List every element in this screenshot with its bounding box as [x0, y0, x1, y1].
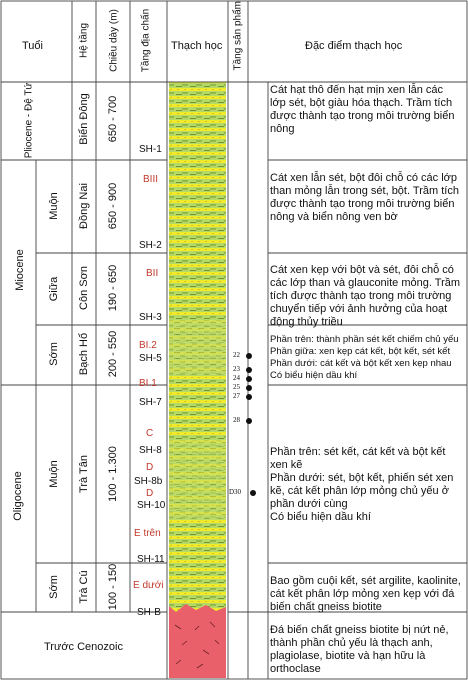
description-tra-cu: Bao gồm cuội kết, sét argilite, kaolinit… — [270, 575, 461, 613]
epoch-pre-cenozoic: Trước Cenozoic — [44, 641, 123, 653]
seismic-bii: BII — [146, 268, 159, 279]
seismic-biii: BIII — [143, 174, 159, 185]
thickness-1: 650 - 700 — [107, 95, 119, 143]
description-tra-tan: Phần trên: sét kết, cát kết và bột kết x… — [270, 446, 466, 524]
seismic-sh8b: SH-8b — [134, 476, 163, 487]
thickness-2: 650 - 900 — [107, 182, 119, 230]
formation-tra-tan: Trà Tân — [78, 455, 90, 493]
seismic-sh1: SH-1 — [139, 144, 162, 155]
product-label: 27 — [233, 392, 240, 400]
product-label: D30 — [229, 488, 242, 496]
header-age: Tuổi — [22, 40, 43, 52]
product-label: 24 — [233, 374, 240, 382]
seismic-d-upper: D — [146, 462, 154, 473]
basement-marks — [174, 621, 220, 669]
seismic-bi2: BI.2 — [139, 340, 157, 351]
basement-lithology — [169, 604, 226, 612]
seismic-d-lower: D — [146, 488, 154, 499]
header-thickness: Chiều dày (m) — [108, 9, 120, 72]
product-label: 25 — [233, 383, 240, 391]
product-dot — [250, 490, 256, 496]
header-seismic: Tầng địa chấn — [140, 8, 152, 73]
epoch-pliocene: Pliocene - Đệ Tứ — [23, 82, 35, 159]
product-dot — [246, 394, 252, 400]
header-system: Hệ tầng — [78, 22, 90, 59]
description-line: Phần trên: thành phần sét kết chiếm chủ … — [270, 334, 459, 345]
thickness-6: 100 - 150 — [107, 563, 119, 611]
seismic-shb: SH-B — [137, 607, 161, 618]
epoch-miocene: Miocene — [14, 249, 26, 291]
product-label: 28 — [233, 416, 240, 424]
product-label: 22 — [233, 351, 240, 359]
description-dong-nai: Cát xen lẫn sét, bột đôi chỗ có các lớp … — [270, 172, 459, 223]
thickness-5: 100 - 1.300 — [107, 446, 119, 502]
header-characteristics: Đặc điểm thạch học — [305, 40, 403, 52]
seismic-e-duoi: E dưới — [133, 580, 164, 591]
description-pliocene: Cát hạt thô đến hạt mịn xen lẫn các lớp … — [270, 84, 455, 135]
formation-dong-nai: Đồng Nai — [78, 183, 90, 229]
seismic-sh8: SH-8 — [139, 445, 162, 456]
basement-lithology — [169, 612, 226, 678]
seismic-c: C — [146, 428, 154, 439]
header-lithology: Thạch học — [171, 40, 223, 52]
description-line: Phần trên: sét kết, cát kết và bột kết x… — [270, 446, 446, 471]
description-basement: Đá biến chất gneiss biotite bị nứt nẻ, t… — [270, 624, 449, 675]
seismic-sh7: SH-7 — [139, 397, 162, 408]
product-dot — [246, 353, 252, 359]
seismic-sh2: SH-2 — [139, 240, 162, 251]
subepoch-muon-miocene: Muộn — [48, 192, 60, 220]
seismic-bi1: BI.1 — [139, 378, 157, 389]
header-product: Tầng sản phẩm — [232, 1, 244, 71]
seismic-e-tren: E trên — [134, 528, 161, 539]
thickness-4: 200 - 550 — [107, 330, 119, 378]
subepoch-muon-oligocene: Muộn — [48, 460, 60, 488]
description-line: Có biểu hiện dầu khí — [270, 511, 371, 523]
description-line: Phần giữa: xen kẹp cát kết, bột kết, sét… — [270, 346, 451, 357]
seismic-sh11: SH-11 — [137, 554, 165, 565]
product-dot — [246, 418, 252, 424]
description-line: Phần dưới: sét, bột kết, phiến sét xen k… — [270, 472, 454, 510]
seismic-sh3: SH-3 — [139, 312, 162, 323]
product-dot — [246, 367, 252, 373]
description-bach-ho: Phần trên: thành phần sét kết chiếm chủ … — [270, 334, 466, 382]
product-dot — [246, 376, 252, 382]
formation-bien-dong: Biển Đông — [78, 93, 90, 145]
seismic-sh10: SH-10 — [137, 500, 166, 511]
lithology-shale-band — [169, 440, 226, 520]
subepoch-som-miocene: Sớm — [48, 342, 60, 366]
formation-tra-cu: Trà Cú — [78, 570, 90, 604]
description-line: Có biểu hiện dầu khí — [270, 370, 358, 381]
subepoch-som-oligocene: Sớm — [48, 575, 60, 599]
product-label: 23 — [233, 365, 240, 373]
description-con-son: Cát xen kẹp với bột và sét, đôi chỗ có c… — [270, 264, 461, 328]
epoch-oligocene: Oligocene — [12, 471, 24, 521]
formation-bach-ho: Bạch Hổ — [78, 332, 90, 376]
description-line: Phần dưới: cát kết và bột kết xen kẹp nh… — [270, 358, 452, 369]
subepoch-giua: Giữa — [48, 276, 60, 302]
seismic-sh5: SH-5 — [139, 353, 162, 364]
product-dot — [246, 385, 252, 391]
lithology-shale-band — [169, 320, 226, 375]
